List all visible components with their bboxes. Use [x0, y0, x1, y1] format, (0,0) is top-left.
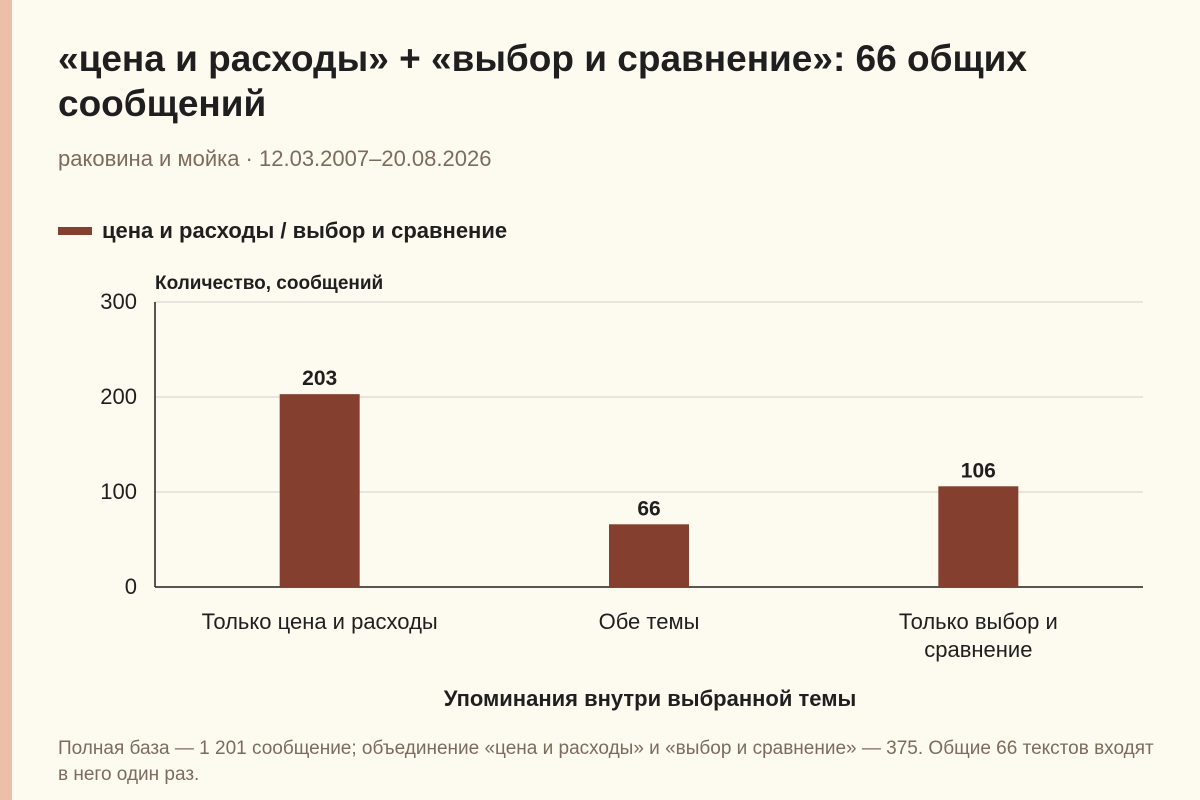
- x-axis-label: Упоминания внутри выбранной темы: [443, 686, 857, 711]
- footnote: Полная база — 1 201 сообщение; объединен…: [58, 738, 1154, 785]
- bar: [279, 394, 360, 587]
- data-label: 66: [637, 497, 660, 520]
- x-tick-label: Только цена и расходы: [202, 609, 438, 634]
- data-label: 106: [961, 459, 996, 482]
- bar: [938, 486, 1019, 587]
- chart-subtitle: раковина и мойка · 12.03.2007–20.08.2026: [58, 146, 492, 171]
- legend-label: цена и расходы / выбор и сравнение: [102, 218, 508, 243]
- x-tick-label: Только выбор и: [899, 609, 1058, 634]
- bar: [609, 524, 689, 587]
- chart-title: «цена и расходы» + «выбор и сравнение»: …: [58, 38, 1027, 124]
- y-tick-label: 200: [100, 384, 137, 409]
- y-tick-label: 0: [125, 574, 137, 599]
- y-tick-label: 100: [100, 479, 137, 504]
- y-tick-label: 300: [100, 289, 137, 314]
- x-tick-label: Обе темы: [599, 609, 700, 634]
- accent-stripe: [0, 0, 12, 800]
- x-tick-label: сравнение: [924, 637, 1032, 662]
- legend: цена и расходы / выбор и сравнение: [58, 218, 507, 244]
- data-label: 203: [302, 367, 337, 390]
- legend-swatch: [58, 227, 92, 235]
- y-axis-label: Количество, сообщений: [155, 273, 384, 294]
